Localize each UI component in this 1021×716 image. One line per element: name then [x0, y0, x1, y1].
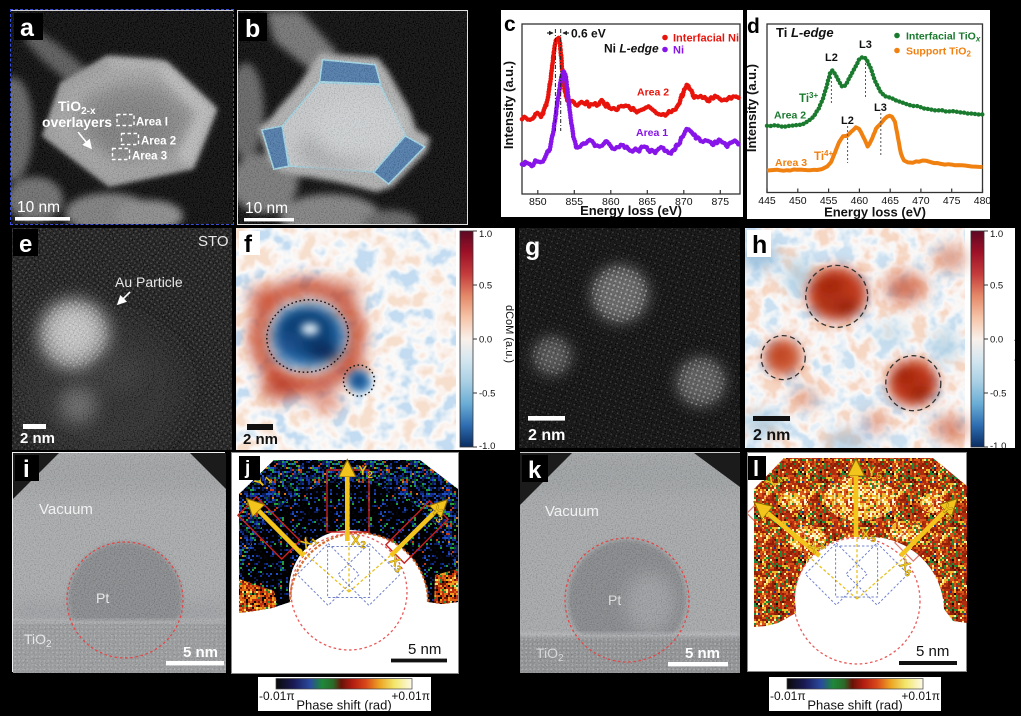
- svg-text:b: b: [245, 15, 260, 43]
- svg-text:i: i: [23, 456, 30, 483]
- svg-text:STO: STO: [198, 233, 229, 250]
- svg-text:c: c: [504, 13, 516, 36]
- svg-text:0.6 eV: 0.6 eV: [571, 27, 606, 41]
- svg-text:480: 480: [974, 195, 990, 207]
- svg-text:+0.01π: +0.01π: [391, 689, 430, 703]
- svg-text:0.0: 0.0: [990, 335, 1003, 346]
- svg-text:Area 2: Area 2: [774, 110, 806, 122]
- svg-text:-0.01π: -0.01π: [770, 689, 806, 703]
- svg-text:Interfacial Ni: Interfacial Ni: [673, 33, 739, 45]
- svg-text:Area I: Area I: [136, 117, 168, 129]
- svg-text:Interfacial TiOx: Interfacial TiOx: [906, 31, 981, 44]
- svg-text:450: 450: [789, 195, 807, 207]
- svg-text:e: e: [19, 231, 32, 258]
- svg-text:5 nm: 5 nm: [408, 641, 441, 658]
- svg-text:2 nm: 2 nm: [243, 431, 278, 448]
- svg-text:Pt: Pt: [608, 592, 621, 608]
- svg-text:Ni: Ni: [673, 45, 684, 57]
- svg-text:0.5: 0.5: [990, 281, 1003, 292]
- svg-text:-1.0: -1.0: [479, 441, 495, 450]
- svg-text:Ti L-edge: Ti L-edge: [776, 25, 834, 40]
- svg-text:2 nm: 2 nm: [20, 430, 55, 447]
- svg-text:470: 470: [912, 195, 930, 207]
- svg-text:a: a: [20, 14, 35, 42]
- svg-text:1.0: 1.0: [479, 229, 492, 240]
- svg-text:Au Particle: Au Particle: [115, 274, 183, 290]
- svg-text:0.0: 0.0: [479, 335, 492, 346]
- svg-text:TiO2: TiO2: [24, 631, 52, 650]
- svg-text:L2: L2: [825, 52, 838, 64]
- svg-text:5 nm: 5 nm: [685, 645, 720, 662]
- svg-text:2 nm: 2 nm: [753, 427, 790, 444]
- svg-text:Area 2: Area 2: [141, 136, 176, 148]
- svg-text:10 nm: 10 nm: [17, 199, 60, 216]
- svg-text:475: 475: [943, 195, 961, 207]
- svg-text:Support TiO2: Support TiO2: [906, 46, 971, 59]
- svg-text:455: 455: [820, 195, 838, 207]
- svg-text:0.5: 0.5: [479, 281, 492, 292]
- svg-text:Vacuum: Vacuum: [39, 501, 93, 518]
- svg-text:g: g: [525, 233, 540, 261]
- svg-text:dCoM (a.u.): dCoM (a.u.): [1014, 305, 1015, 363]
- svg-text:Vacuum: Vacuum: [545, 503, 599, 520]
- svg-text:5 nm: 5 nm: [916, 643, 949, 660]
- svg-text:Area 3: Area 3: [775, 157, 807, 169]
- svg-text:5 nm: 5 nm: [183, 644, 218, 661]
- svg-text:l: l: [753, 456, 759, 481]
- svg-text:Area 2: Area 2: [637, 87, 669, 99]
- svg-text:870: 870: [675, 196, 693, 208]
- svg-text:L2: L2: [841, 115, 854, 127]
- svg-text:k: k: [528, 457, 542, 484]
- svg-text:460: 460: [851, 195, 869, 207]
- svg-text:10 nm: 10 nm: [245, 200, 288, 217]
- svg-text:Area 1: Area 1: [636, 127, 668, 139]
- svg-text:445: 445: [758, 195, 776, 207]
- svg-text:+0.01π: +0.01π: [901, 689, 940, 703]
- svg-text:j: j: [244, 458, 250, 479]
- svg-text:-0.5: -0.5: [990, 389, 1006, 400]
- svg-text:Intensity (a.u.): Intensity (a.u.): [501, 61, 516, 149]
- svg-text:-0.01π: -0.01π: [259, 689, 295, 703]
- svg-text:865: 865: [639, 196, 657, 208]
- svg-text:L3: L3: [874, 102, 887, 114]
- svg-text:855: 855: [566, 196, 584, 208]
- svg-text:850: 850: [529, 196, 547, 208]
- svg-text:Pt: Pt: [96, 590, 109, 606]
- svg-text:Energy loss (eV): Energy loss (eV): [580, 203, 682, 217]
- svg-text:1.0: 1.0: [990, 229, 1003, 240]
- svg-text:-1.0: -1.0: [990, 441, 1006, 448]
- svg-text:L3: L3: [859, 39, 872, 51]
- svg-text:Phase shift (rad): Phase shift (rad): [807, 698, 902, 712]
- svg-text:Phase shift (rad): Phase shift (rad): [296, 698, 391, 712]
- svg-text:TiO2: TiO2: [536, 645, 564, 664]
- svg-text:875: 875: [712, 196, 730, 208]
- svg-text:860: 860: [602, 196, 620, 208]
- svg-text:d: d: [747, 15, 760, 38]
- svg-text:h: h: [752, 231, 767, 259]
- svg-text:Area 3: Area 3: [132, 151, 167, 163]
- svg-text:-0.5: -0.5: [479, 389, 495, 400]
- svg-text:465: 465: [881, 195, 899, 207]
- svg-text:Ni L-edge: Ni L-edge: [604, 42, 659, 56]
- svg-text:overlayers: overlayers: [42, 114, 112, 130]
- svg-text:f: f: [244, 231, 253, 258]
- svg-text:Energy loss (eV): Energy loss (eV): [824, 205, 926, 220]
- svg-text:Intensity (a.u.): Intensity (a.u.): [747, 64, 759, 152]
- svg-text:2 nm: 2 nm: [528, 427, 565, 444]
- svg-text:dCoM (a.u.): dCoM (a.u.): [503, 305, 515, 363]
